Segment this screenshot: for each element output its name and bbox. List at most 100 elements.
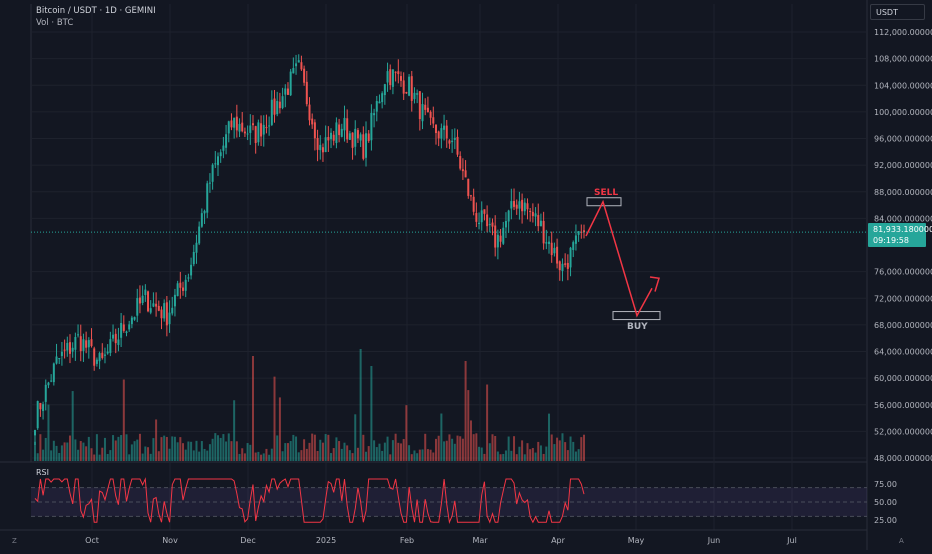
currency-selector[interactable]: USDT (870, 4, 925, 20)
volume-bar (249, 444, 252, 461)
volume-bar (141, 453, 144, 461)
volume-bar (400, 443, 402, 461)
volume-bar (405, 405, 408, 461)
volume-bar (36, 453, 39, 461)
volume-bar (52, 440, 55, 461)
sell-buy-arrow-drawing[interactable] (585, 197, 661, 321)
candle-body (569, 247, 572, 268)
volume-bar (278, 397, 281, 461)
candle-body (208, 182, 211, 184)
candle-body (518, 201, 521, 209)
candle-body (141, 295, 144, 304)
volume-bar (362, 434, 365, 461)
volume-bar (340, 448, 343, 461)
candle-body (85, 340, 88, 348)
candle-body (461, 169, 464, 172)
rsi-axis-label: 50.00 (874, 498, 897, 507)
volume-bar (182, 443, 185, 461)
volume-bar (583, 434, 585, 461)
volume-bar (351, 453, 354, 461)
candle-body (394, 71, 397, 73)
price-axis-label: 100,000.000000 (874, 108, 932, 117)
candle-body (305, 81, 308, 105)
volume-bar (459, 436, 462, 461)
volume-bar (389, 454, 392, 461)
volume-bar (106, 454, 109, 461)
candle-body (566, 262, 569, 269)
volume-bar (171, 436, 174, 461)
candle-body (311, 118, 314, 125)
candle-body (434, 124, 437, 134)
candle-body (365, 133, 368, 158)
candle-body (233, 117, 236, 128)
candle-body (254, 126, 257, 144)
volume-bar (356, 447, 359, 461)
candle-body (327, 137, 330, 141)
volume-bar (284, 443, 287, 461)
candle-body (359, 134, 362, 141)
volume-bar (120, 435, 123, 461)
candle-body (583, 230, 585, 233)
volume-bar (418, 449, 421, 461)
volume-bar (434, 438, 437, 461)
candle-body (251, 123, 254, 126)
volume-bar (421, 449, 424, 461)
symbol-title[interactable]: Bitcoin / USDT · 1D · GEMINI (36, 6, 156, 16)
candle-body (494, 225, 497, 248)
volume-bar (39, 434, 42, 461)
candle-body (58, 358, 61, 360)
candle-body (103, 354, 106, 356)
volume-bar (319, 439, 322, 461)
candle-body (165, 302, 168, 326)
zoom-reset-button[interactable]: Z (12, 537, 17, 545)
candle-body (491, 222, 494, 227)
volume-bar (445, 440, 448, 461)
candle-body (182, 287, 185, 291)
volume-bar (214, 433, 217, 461)
volume-bar (179, 437, 182, 461)
candle-body (262, 124, 265, 135)
volume-bar (265, 448, 268, 461)
volume-bar (330, 453, 333, 461)
volume-bar (66, 442, 69, 461)
candle-body (147, 291, 150, 312)
rsi-line (34, 477, 585, 525)
volume-bar (507, 436, 510, 461)
candle-body (112, 334, 115, 339)
volume-bar (235, 441, 238, 461)
volume-bar (531, 447, 534, 461)
candle-body (179, 282, 182, 288)
candle-body (324, 137, 327, 153)
candle-body (303, 68, 306, 83)
volume-bar (93, 454, 96, 461)
volume-bar (198, 451, 201, 461)
auto-scale-button[interactable]: A (899, 537, 904, 545)
candle-body (346, 118, 349, 140)
volume-bar (373, 440, 376, 461)
volume-bar (297, 452, 300, 461)
volume-bar (486, 384, 489, 461)
time-axis[interactable]: Oct Nov Dec 2025 Feb Mar Apr May Jun Jul (85, 536, 797, 545)
candle-body (120, 322, 123, 338)
volume-bar (292, 434, 295, 461)
price-axis[interactable]: 112,000.000000 108,000.000000 104,000.0000… (874, 28, 932, 463)
candle-body (144, 289, 147, 296)
candle-body (580, 231, 583, 233)
volume-bar (545, 446, 548, 461)
volume-bar (475, 433, 478, 461)
volume-bar (176, 442, 179, 461)
volume-bar (370, 366, 373, 461)
volume-bar (233, 400, 236, 461)
volume-bar (381, 450, 384, 461)
candle-body (480, 210, 483, 223)
volume-bar (354, 414, 357, 461)
volume-bar (313, 434, 316, 461)
volume-bar (211, 438, 214, 461)
volume-bar (332, 448, 335, 461)
candle-body (550, 242, 553, 256)
candle-body (200, 213, 203, 227)
candle-body (343, 117, 346, 131)
candle-body (149, 308, 152, 313)
